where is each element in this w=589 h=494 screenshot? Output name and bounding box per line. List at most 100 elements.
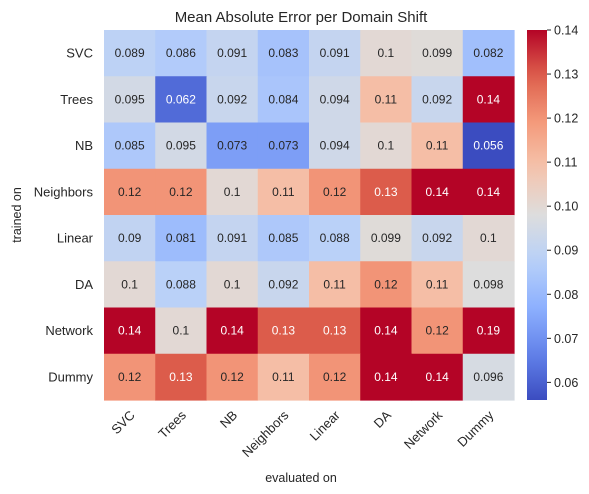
cell-value-label: 0.086 — [166, 46, 196, 60]
heatmap-cell — [462, 215, 515, 262]
cell-value-label: 0.085 — [115, 139, 145, 153]
y-tick-label: Neighbors — [34, 184, 94, 199]
heatmap-cell — [155, 307, 208, 355]
heatmap-cell — [104, 30, 156, 77]
colorbar-tick-label: 0.11 — [554, 156, 577, 170]
heatmap-cell — [462, 353, 515, 401]
cell-value-label: 0.092 — [268, 277, 298, 291]
cell-value-label: 0.1 — [378, 46, 395, 60]
heatmap-cell — [257, 30, 310, 77]
heatmap-cell — [155, 168, 208, 216]
cell-value-label: 0.14 — [374, 370, 398, 384]
heatmap-cell — [206, 168, 259, 216]
cell-value-label: 0.098 — [473, 277, 503, 291]
heatmap-cell — [462, 168, 515, 216]
heatmap-cell — [104, 76, 156, 124]
heatmap-cell — [360, 76, 413, 124]
heatmap-cell — [411, 76, 464, 124]
chart-title: Mean Absolute Error per Domain Shift — [175, 9, 428, 26]
x-tick-label: Dummy — [454, 407, 497, 450]
x-axis-label: evaluated on — [265, 471, 337, 485]
x-tick-label: SVC — [108, 408, 138, 438]
cell-value-label: 0.14 — [118, 324, 142, 338]
heatmap-cell — [155, 30, 208, 77]
cell-value-label: 0.081 — [166, 231, 196, 245]
heatmap-cell — [411, 30, 464, 77]
colorbar-tick-label: 0.10 — [554, 200, 578, 214]
heatmap-cell — [257, 353, 310, 401]
heatmap-cell — [360, 30, 413, 77]
colorbar-tick-label: 0.07 — [554, 332, 578, 346]
cell-value-label: 0.14 — [220, 324, 244, 338]
cell-value-label: 0.14 — [374, 324, 398, 338]
cell-value-label: 0.088 — [320, 231, 350, 245]
cell-value-label: 0.11 — [375, 92, 398, 106]
heatmap-cell — [411, 122, 464, 170]
heatmap-cell — [309, 215, 361, 262]
cell-value-label: 0.13 — [374, 185, 398, 199]
cell-value-label: 0.1 — [480, 231, 497, 245]
cell-value-label: 0.082 — [473, 46, 503, 60]
cell-value-label: 0.1 — [173, 324, 190, 338]
cell-value-label: 0.12 — [323, 185, 347, 199]
heatmap-cell — [257, 122, 310, 170]
heatmap-cell — [257, 261, 310, 309]
heatmap-cell — [309, 307, 361, 355]
x-tick-label: Network — [401, 407, 446, 452]
cell-value-label: 0.094 — [320, 139, 350, 153]
cell-value-label: 0.056 — [473, 139, 503, 153]
heatmap-cell — [360, 122, 413, 170]
colorbar-tick-label: 0.08 — [554, 288, 578, 302]
cell-value-label: 0.095 — [115, 92, 145, 106]
heatmap-cell — [462, 76, 515, 124]
cell-value-label: 0.092 — [422, 92, 452, 106]
heatmap-cell — [104, 261, 156, 309]
cell-value-label: 0.092 — [217, 92, 247, 106]
y-tick-label: SVC — [66, 46, 93, 61]
heatmap-cell — [155, 76, 208, 124]
cell-value-label: 0.12 — [118, 185, 142, 199]
heatmap-cell — [155, 261, 208, 309]
cell-value-label: 0.091 — [217, 231, 247, 245]
x-tick-label: Trees — [155, 407, 189, 441]
heatmap-cell — [411, 307, 464, 355]
cell-value-label: 0.096 — [473, 370, 503, 384]
heatmap-cell — [309, 168, 361, 216]
cell-value-label: 0.11 — [323, 277, 346, 291]
heatmap-cell — [360, 307, 413, 355]
cell-value-label: 0.083 — [268, 46, 298, 60]
y-axis-label: trained on — [10, 187, 24, 243]
cell-value-label: 0.12 — [169, 185, 193, 199]
heatmap-cell — [155, 353, 208, 401]
colorbar-gradient — [527, 30, 547, 400]
cell-value-label: 0.13 — [169, 370, 193, 384]
cell-value-label: 0.092 — [422, 231, 452, 245]
colorbar: 0.06 0.07 0.08 0.09 0.10 0.11 0.12 0.13 0.14 — [527, 24, 578, 400]
cell-value-label: 0.062 — [166, 92, 196, 106]
y-tick-label: Dummy — [48, 369, 93, 384]
colorbar-tick-label: 0.12 — [554, 112, 578, 126]
heatmap-cell — [309, 122, 361, 170]
cell-value-label: 0.095 — [166, 139, 196, 153]
cell-value-label: 0.12 — [118, 370, 142, 384]
cell-value-label: 0.1 — [224, 277, 241, 291]
cell-value-label: 0.1 — [378, 139, 395, 153]
cell-value-label: 0.11 — [426, 277, 449, 291]
heatmap-cell — [411, 168, 464, 216]
colorbar-tick-label: 0.14 — [554, 24, 578, 38]
cell-value-label: 0.14 — [477, 92, 501, 106]
heatmap-cell — [104, 215, 156, 262]
heatmap-cell — [411, 353, 464, 401]
heatmap-cell — [309, 30, 361, 77]
heatmap-cell — [360, 215, 413, 262]
cell-value-label: 0.099 — [371, 231, 401, 245]
heatmap-cell — [104, 122, 156, 170]
y-tick-label: Linear — [57, 231, 94, 246]
heatmap-cell — [411, 261, 464, 309]
cell-value-label: 0.14 — [477, 185, 501, 199]
x-tick-label: Linear — [307, 407, 344, 444]
cell-value-label: 0.13 — [323, 324, 347, 338]
cell-value-label: 0.19 — [477, 324, 501, 338]
heatmap-cell — [462, 307, 515, 355]
